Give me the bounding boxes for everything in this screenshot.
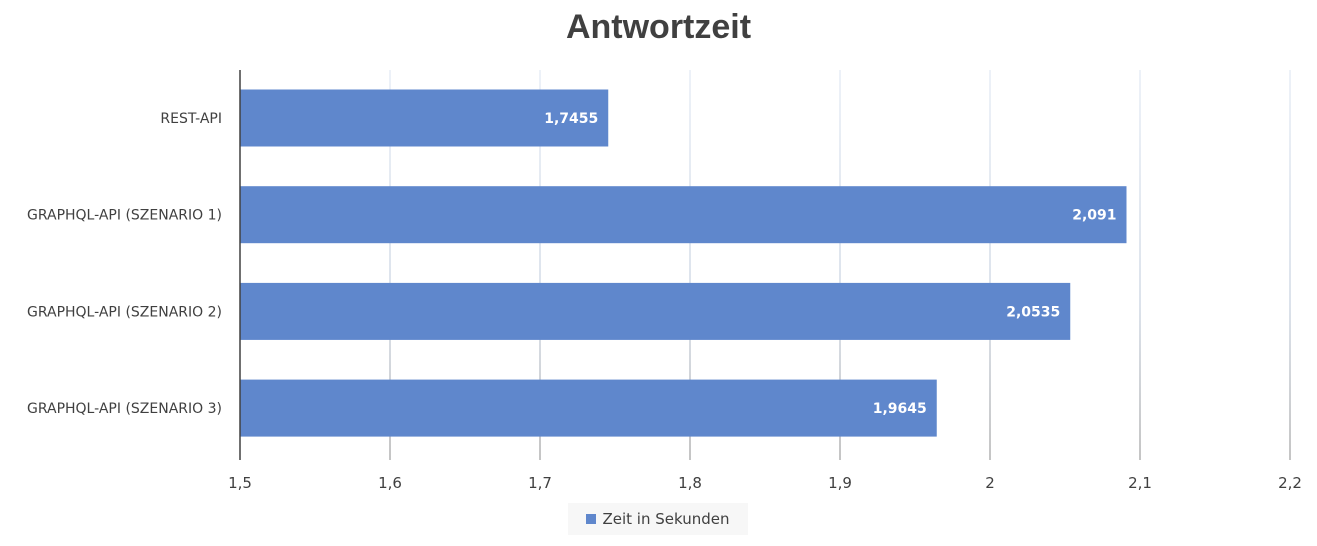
x-tick-label: 2,1 [1128,474,1152,492]
x-tick-label: 1,5 [228,474,252,492]
gridline [689,70,691,460]
legend-swatch [586,514,597,524]
x-tick-label: 1,6 [378,474,402,492]
bar [240,282,1071,340]
gridline [989,70,991,460]
x-tick-label: 1,8 [678,474,702,492]
x-tick-label: 1,9 [828,474,852,492]
x-tick-label: 2 [985,474,995,492]
gridline [839,70,841,460]
gridline [389,70,391,460]
x-tick-label: 1,7 [528,474,552,492]
data-label: 1,9645 [873,401,927,417]
category-label: GRAPHQL-API (SZENARIO 1) [27,208,222,224]
gridline [539,70,541,460]
gridline [1289,70,1291,460]
category-label: GRAPHQL-API (SZENARIO 2) [27,304,222,320]
data-label: 2,0535 [1006,304,1060,320]
legend: Zeit in Sekunden [568,503,748,535]
data-label: 2,091 [1072,208,1116,224]
data-label: 1,7455 [544,111,598,127]
legend-label: Zeit in Sekunden [602,510,730,528]
chart-title: Antwortzeit [565,8,752,46]
bar [240,186,1127,244]
bar [240,89,609,147]
category-label: REST-API [160,111,222,127]
gridline [1139,70,1141,460]
bar [240,379,937,437]
x-tick-label: 2,2 [1278,474,1302,492]
category-label: GRAPHQL-API (SZENARIO 3) [27,401,222,417]
